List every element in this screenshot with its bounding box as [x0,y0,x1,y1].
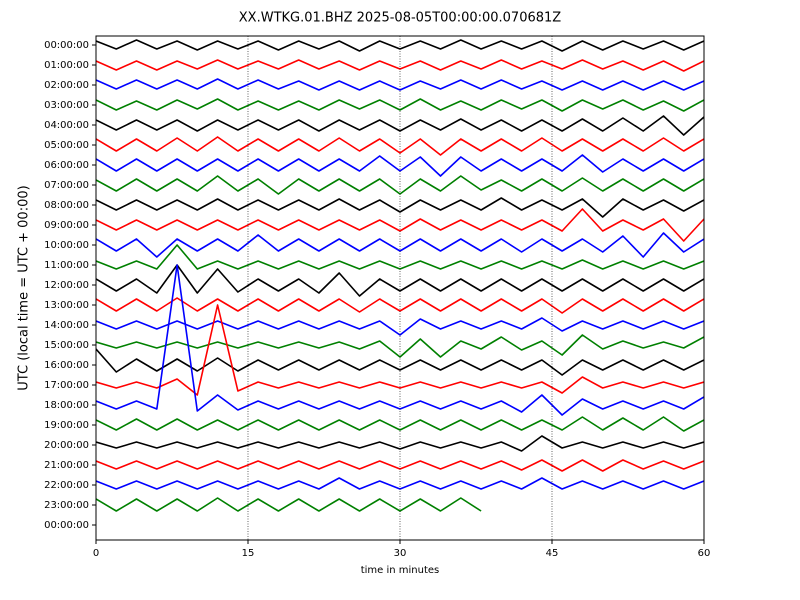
x-tick-label: 0 [93,548,99,559]
y-tick-label: 19:00:00 [44,420,89,431]
y-tick-label: 12:00:00 [44,280,89,291]
trace [96,78,704,91]
y-tick-label: 17:00:00 [44,380,89,391]
y-tick-label: 22:00:00 [44,480,89,491]
y-tick-label: 21:00:00 [44,460,89,471]
trace [96,304,704,396]
y-tick-label: 15:00:00 [44,340,89,351]
trace [96,154,704,177]
y-tick-label: 14:00:00 [44,320,89,331]
trace [96,348,704,376]
chart-title: XX.WTKG.01.BHZ 2025-08-05T00:00:00.07068… [239,11,562,26]
y-tick-label: 16:00:00 [44,360,89,371]
y-tick-label: 01:00:00 [44,60,89,71]
y-tick-label: 18:00:00 [44,400,89,411]
trace [96,264,704,416]
y-tick-label: 00:00:00 [44,40,89,51]
y-tick-label: 11:00:00 [44,260,89,271]
y-tick-label: 00:00:00 [44,520,89,531]
y-tick-label: 13:00:00 [44,300,89,311]
x-tick-label: 15 [242,548,255,559]
trace [96,297,704,314]
y-tick-label: 03:00:00 [44,100,89,111]
x-tick-label: 30 [394,548,407,559]
trace [96,497,482,512]
y-tick-label: 20:00:00 [44,440,89,451]
trace [96,136,704,156]
trace [96,98,704,112]
y-tick-label: 02:00:00 [44,80,89,91]
x-axis-label: time in minutes [361,565,440,576]
y-tick-label: 08:00:00 [44,200,89,211]
y-tick-label: 09:00:00 [44,220,89,231]
y-tick-label: 04:00:00 [44,120,89,131]
y-tick-label: 05:00:00 [44,140,89,151]
trace [96,416,704,432]
x-tick-label: 60 [698,548,711,559]
y-tick-label: 23:00:00 [44,500,89,511]
y-axis-label: UTC (local time = UTC + 00:00) [17,185,32,390]
x-tick-label: 45 [546,548,559,559]
y-tick-label: 06:00:00 [44,160,89,171]
y-tick-label: 07:00:00 [44,180,89,191]
y-tick-label: 10:00:00 [44,240,89,251]
traces [96,39,704,512]
trace [96,317,704,336]
